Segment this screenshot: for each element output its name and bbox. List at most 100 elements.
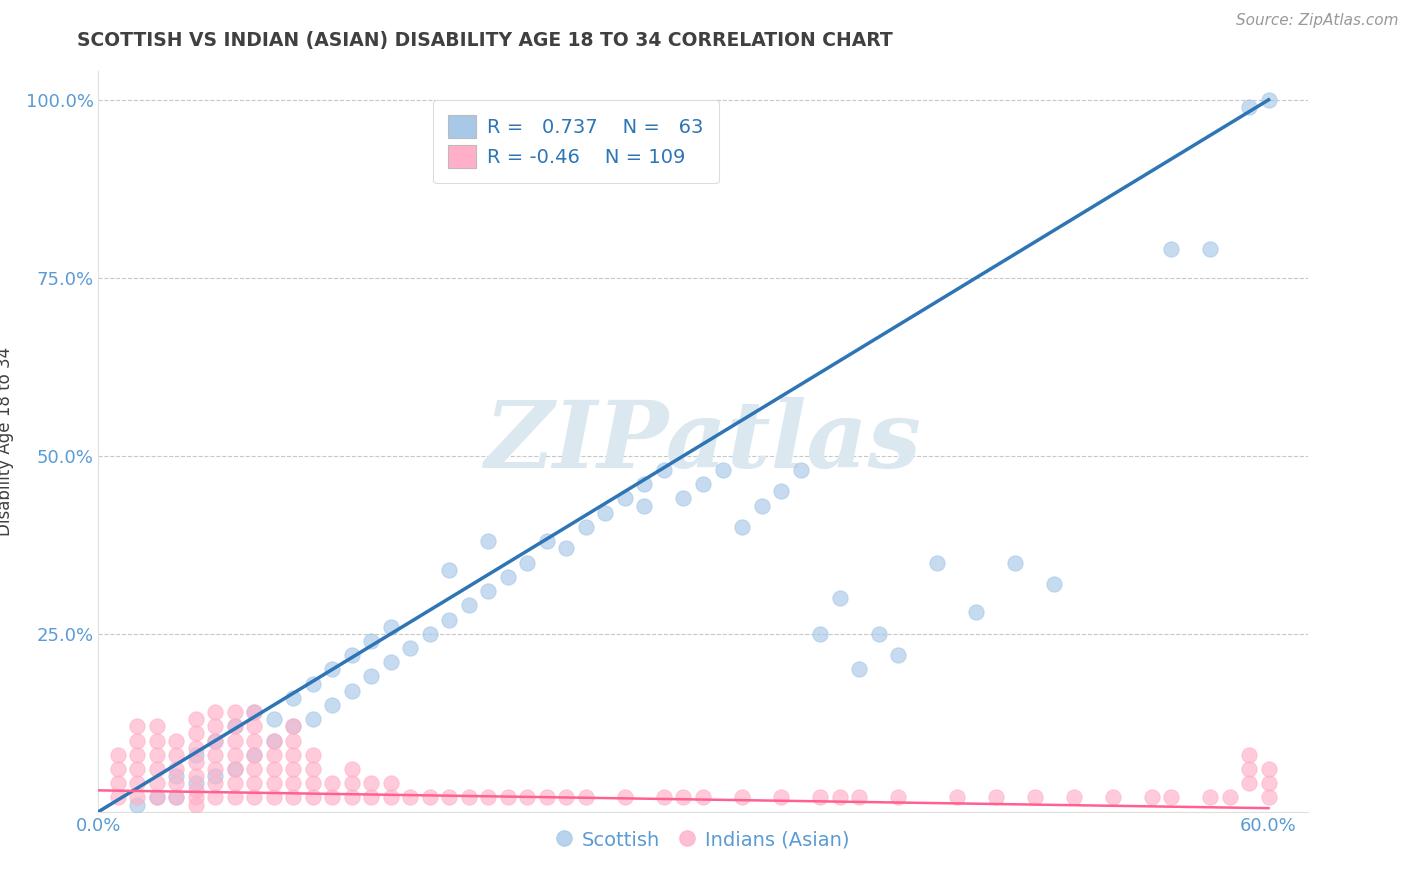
- Point: [224, 705, 246, 719]
- Point: [302, 776, 325, 790]
- Point: [184, 726, 207, 740]
- Point: [380, 776, 402, 790]
- Point: [263, 733, 285, 747]
- Point: [184, 712, 207, 726]
- Point: [204, 776, 226, 790]
- Point: [672, 491, 695, 506]
- Point: [1237, 747, 1260, 762]
- Point: [380, 619, 402, 633]
- Point: [496, 790, 519, 805]
- Point: [633, 477, 655, 491]
- Point: [243, 762, 266, 776]
- Point: [516, 790, 538, 805]
- Point: [243, 719, 266, 733]
- Point: [243, 705, 266, 719]
- Point: [439, 790, 461, 805]
- Point: [1257, 776, 1279, 790]
- Point: [263, 733, 285, 747]
- Point: [146, 762, 169, 776]
- Point: [243, 705, 266, 719]
- Point: [848, 662, 870, 676]
- Point: [614, 491, 637, 506]
- Point: [1237, 762, 1260, 776]
- Text: ZIPatlas: ZIPatlas: [485, 397, 921, 486]
- Point: [204, 790, 226, 805]
- Point: [340, 776, 363, 790]
- Point: [1219, 790, 1241, 805]
- Point: [146, 776, 169, 790]
- Point: [184, 783, 207, 797]
- Point: [302, 762, 325, 776]
- Point: [243, 747, 266, 762]
- Point: [1199, 243, 1222, 257]
- Point: [127, 797, 149, 812]
- Point: [769, 790, 792, 805]
- Point: [477, 790, 499, 805]
- Point: [887, 648, 910, 662]
- Point: [127, 776, 149, 790]
- Point: [984, 790, 1007, 805]
- Point: [321, 790, 343, 805]
- Point: [711, 463, 734, 477]
- Point: [243, 790, 266, 805]
- Point: [224, 719, 246, 733]
- Point: [146, 719, 169, 733]
- Point: [302, 712, 325, 726]
- Point: [224, 790, 246, 805]
- Point: [127, 719, 149, 733]
- Point: [321, 776, 343, 790]
- Point: [477, 584, 499, 599]
- Text: SCOTTISH VS INDIAN (ASIAN) DISABILITY AGE 18 TO 34 CORRELATION CHART: SCOTTISH VS INDIAN (ASIAN) DISABILITY AG…: [77, 31, 893, 50]
- Point: [263, 776, 285, 790]
- Point: [283, 776, 305, 790]
- Point: [769, 484, 792, 499]
- Point: [283, 719, 305, 733]
- Point: [263, 747, 285, 762]
- Legend: Scottish, Indians (Asian): Scottish, Indians (Asian): [548, 822, 858, 857]
- Point: [419, 790, 441, 805]
- Point: [283, 733, 305, 747]
- Point: [1199, 790, 1222, 805]
- Point: [516, 556, 538, 570]
- Point: [283, 747, 305, 762]
- Point: [107, 776, 129, 790]
- Point: [204, 733, 226, 747]
- Point: [146, 790, 169, 805]
- Point: [868, 626, 890, 640]
- Point: [808, 626, 831, 640]
- Point: [536, 790, 558, 805]
- Point: [224, 733, 246, 747]
- Point: [127, 762, 149, 776]
- Point: [204, 733, 226, 747]
- Point: [1024, 790, 1046, 805]
- Point: [321, 662, 343, 676]
- Point: [184, 747, 207, 762]
- Point: [165, 790, 187, 805]
- Point: [224, 762, 246, 776]
- Point: [204, 762, 226, 776]
- Point: [751, 499, 773, 513]
- Point: [536, 534, 558, 549]
- Point: [302, 676, 325, 690]
- Point: [263, 712, 285, 726]
- Point: [146, 747, 169, 762]
- Point: [848, 790, 870, 805]
- Point: [165, 769, 187, 783]
- Point: [399, 640, 422, 655]
- Point: [1257, 93, 1279, 107]
- Point: [419, 626, 441, 640]
- Point: [789, 463, 811, 477]
- Point: [555, 541, 578, 556]
- Point: [184, 740, 207, 755]
- Point: [555, 790, 578, 805]
- Point: [283, 719, 305, 733]
- Point: [1160, 243, 1182, 257]
- Point: [808, 790, 831, 805]
- Point: [965, 606, 987, 620]
- Point: [360, 776, 382, 790]
- Point: [184, 769, 207, 783]
- Point: [224, 776, 246, 790]
- Point: [204, 769, 226, 783]
- Text: Source: ZipAtlas.com: Source: ZipAtlas.com: [1236, 13, 1399, 29]
- Point: [340, 790, 363, 805]
